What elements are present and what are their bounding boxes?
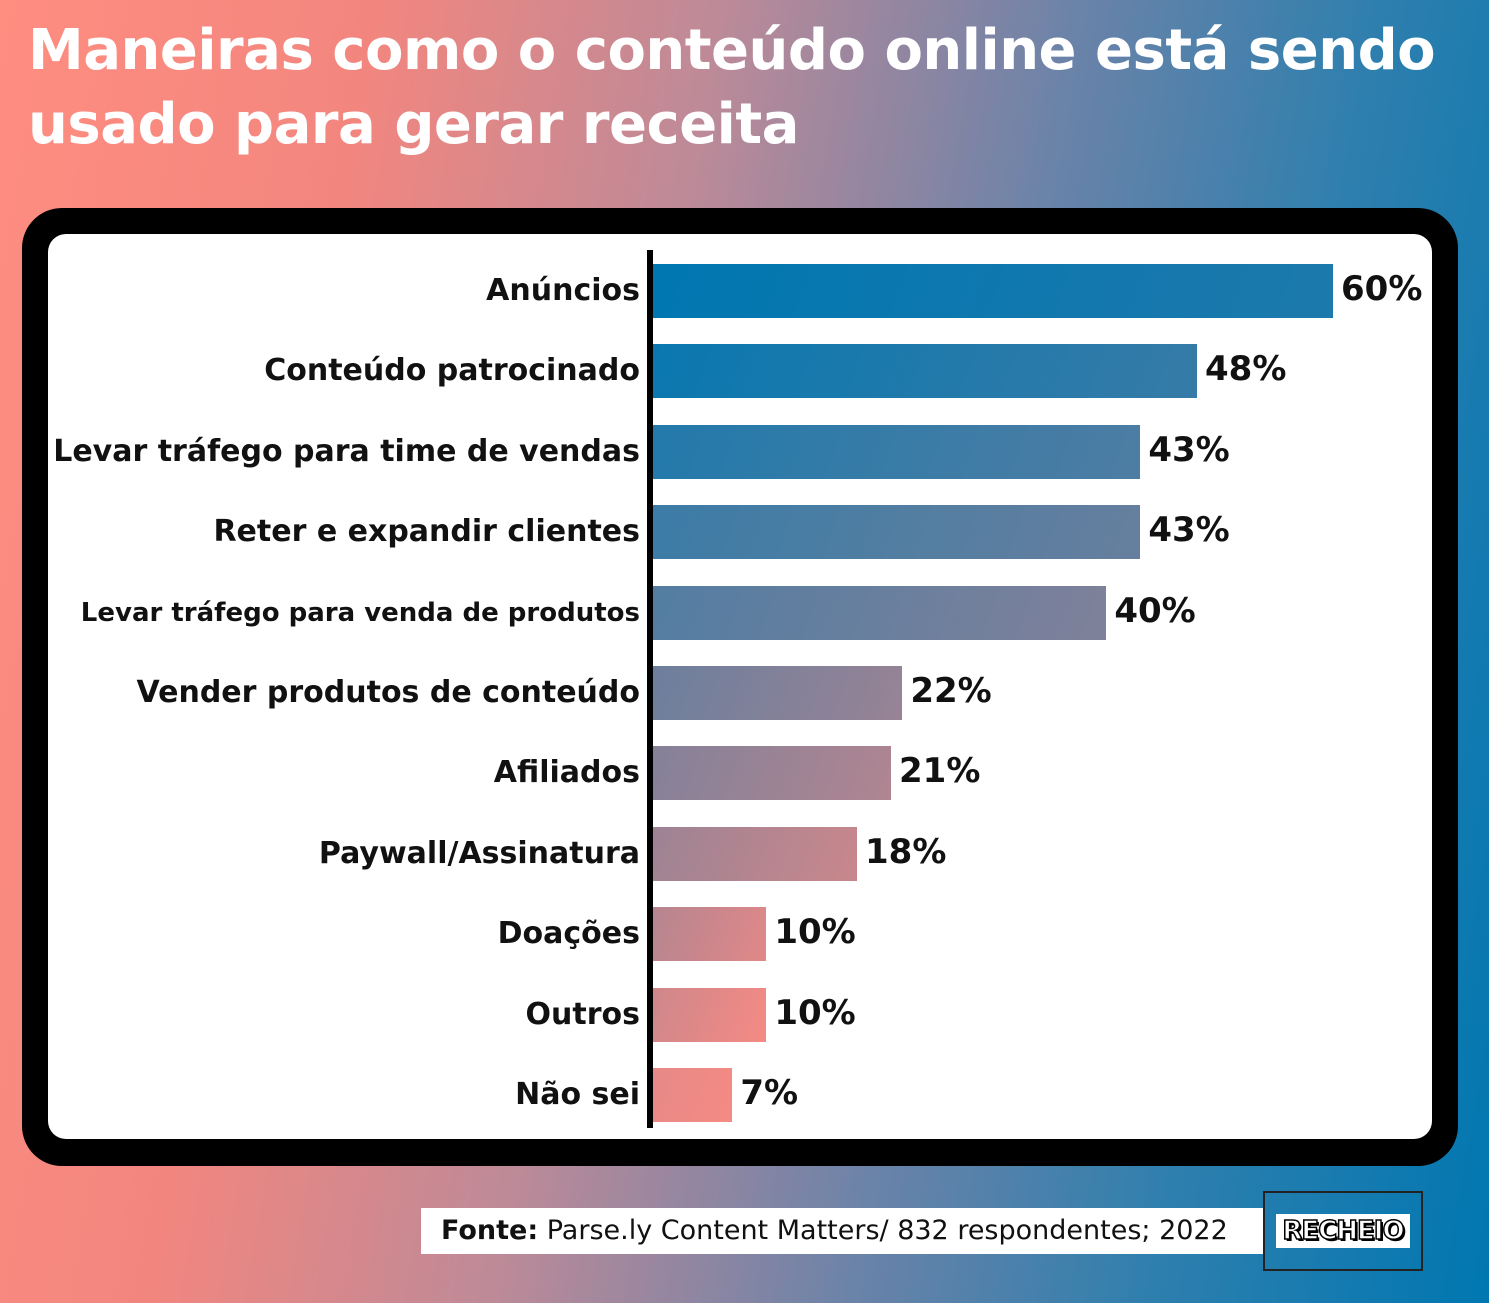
bar	[653, 424, 1141, 479]
y-axis-line	[647, 250, 653, 1128]
source-text: Parse.ly Content Matters/ 832 respondent…	[538, 1215, 1228, 1246]
bar	[653, 666, 903, 720]
value-label: 60%	[1341, 269, 1423, 309]
source-label: Fonte:	[441, 1215, 539, 1246]
category-label: Reter e expandir clientes	[213, 514, 640, 550]
value-label: 21%	[899, 751, 981, 792]
value-label: 48%	[1205, 349, 1287, 390]
category-label: Levar tráfego para time de vendas	[53, 433, 640, 469]
bar	[653, 344, 1197, 399]
value-label: 7%	[740, 1073, 799, 1113]
brand-logo: RECHEIO	[1263, 1191, 1423, 1271]
bar	[653, 505, 1141, 560]
value-label: 10%	[774, 912, 856, 953]
bar	[653, 1068, 733, 1122]
value-label: 43%	[1148, 510, 1230, 551]
category-label: Outros	[525, 996, 640, 1032]
logo-text: RECHEIO	[1276, 1214, 1410, 1248]
bar	[653, 987, 767, 1042]
value-label: 10%	[774, 992, 856, 1033]
chart-title: Maneiras como o conteúdo online está sen…	[28, 18, 1436, 157]
value-label: 40%	[1114, 590, 1196, 631]
category-label: Afiliados	[493, 755, 640, 791]
category-label: Paywall/Assinatura	[318, 835, 640, 871]
source-note: Fonte: Parse.ly Content Matters/ 832 res…	[421, 1208, 1263, 1254]
value-label: 22%	[910, 671, 992, 711]
category-label: Conteúdo patrocinado	[264, 353, 640, 389]
category-label: Não sei	[515, 1077, 640, 1112]
bar	[653, 826, 857, 881]
bar	[653, 585, 1107, 640]
category-label: Levar tráfego para venda de produtos	[80, 597, 640, 628]
bar	[653, 746, 891, 801]
bar	[653, 264, 1333, 318]
category-label: Vender produtos de conteúdo	[136, 675, 640, 710]
bar	[653, 907, 767, 962]
category-label: Doações	[497, 916, 640, 952]
value-label: 18%	[865, 831, 947, 872]
value-label: 43%	[1148, 429, 1230, 470]
category-label: Anúncios	[486, 273, 640, 308]
